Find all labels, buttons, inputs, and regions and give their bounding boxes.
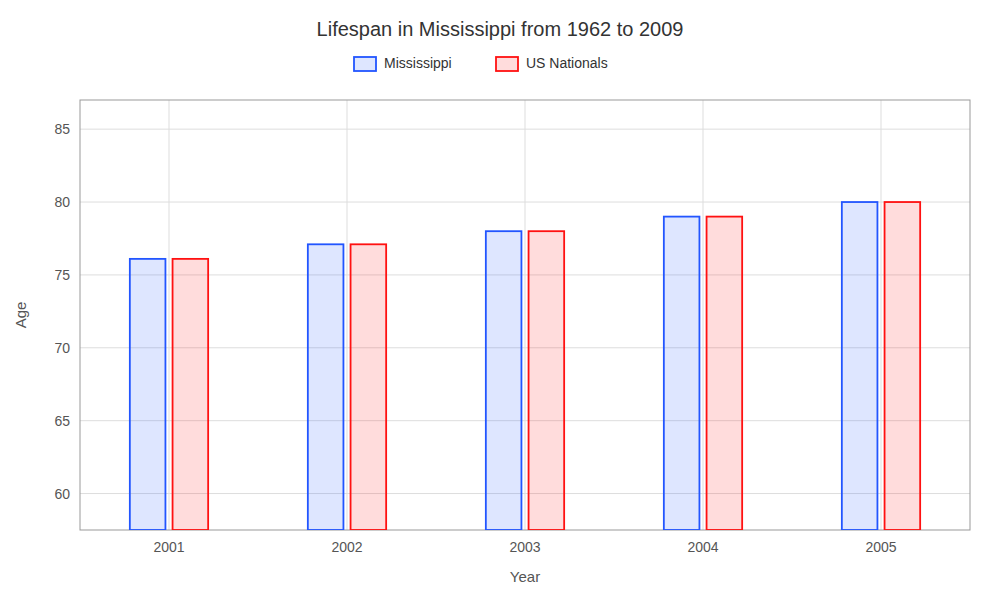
bar	[707, 217, 743, 530]
y-tick-label: 85	[54, 121, 70, 137]
legend-swatch	[496, 57, 518, 71]
bars	[130, 202, 920, 530]
x-grid-line	[881, 100, 882, 530]
x-tick-label: 2003	[509, 539, 540, 555]
x-axis: 2001 2002 2003 2004 2005	[153, 539, 896, 555]
title: Lifespan in Mississippi from 1962 to 200…	[317, 18, 684, 40]
bar	[308, 244, 344, 530]
y-tick-label: 65	[54, 413, 70, 429]
bar	[529, 231, 565, 530]
y-axis-label: Age	[12, 302, 29, 329]
x-grid-line	[169, 100, 170, 530]
bar	[842, 202, 878, 530]
x-grid-line	[525, 100, 526, 530]
x-grid-line	[347, 100, 348, 530]
x-axis-label: Year	[510, 568, 540, 585]
y-axis: 60 65 70 75 80 85	[54, 121, 70, 501]
x-grid-line	[703, 100, 704, 530]
bar	[885, 202, 921, 530]
plot-frame	[80, 100, 970, 530]
bar	[664, 217, 700, 530]
bar	[486, 231, 522, 530]
x-tick-label: 2002	[331, 539, 362, 555]
x-tick-label: 2004	[687, 539, 718, 555]
grid	[80, 100, 970, 530]
chart-container: Lifespan in Mississippi from 1962 to 200…	[0, 0, 1000, 600]
y-tick-label: 75	[54, 267, 70, 283]
bar	[351, 244, 387, 530]
x-tick-label: 2005	[865, 539, 896, 555]
legend: Mississippi US Nationals	[354, 55, 608, 71]
bar	[173, 259, 209, 530]
legend-label: Mississippi	[384, 55, 452, 71]
chart-svg: Lifespan in Mississippi from 1962 to 200…	[0, 0, 1000, 600]
legend-label: US Nationals	[526, 55, 608, 71]
legend-swatch	[354, 57, 376, 71]
y-tick-label: 70	[54, 340, 70, 356]
x-tick-label: 2001	[153, 539, 184, 555]
y-tick-label: 60	[54, 486, 70, 502]
bar	[130, 259, 166, 530]
y-tick-label: 80	[54, 194, 70, 210]
